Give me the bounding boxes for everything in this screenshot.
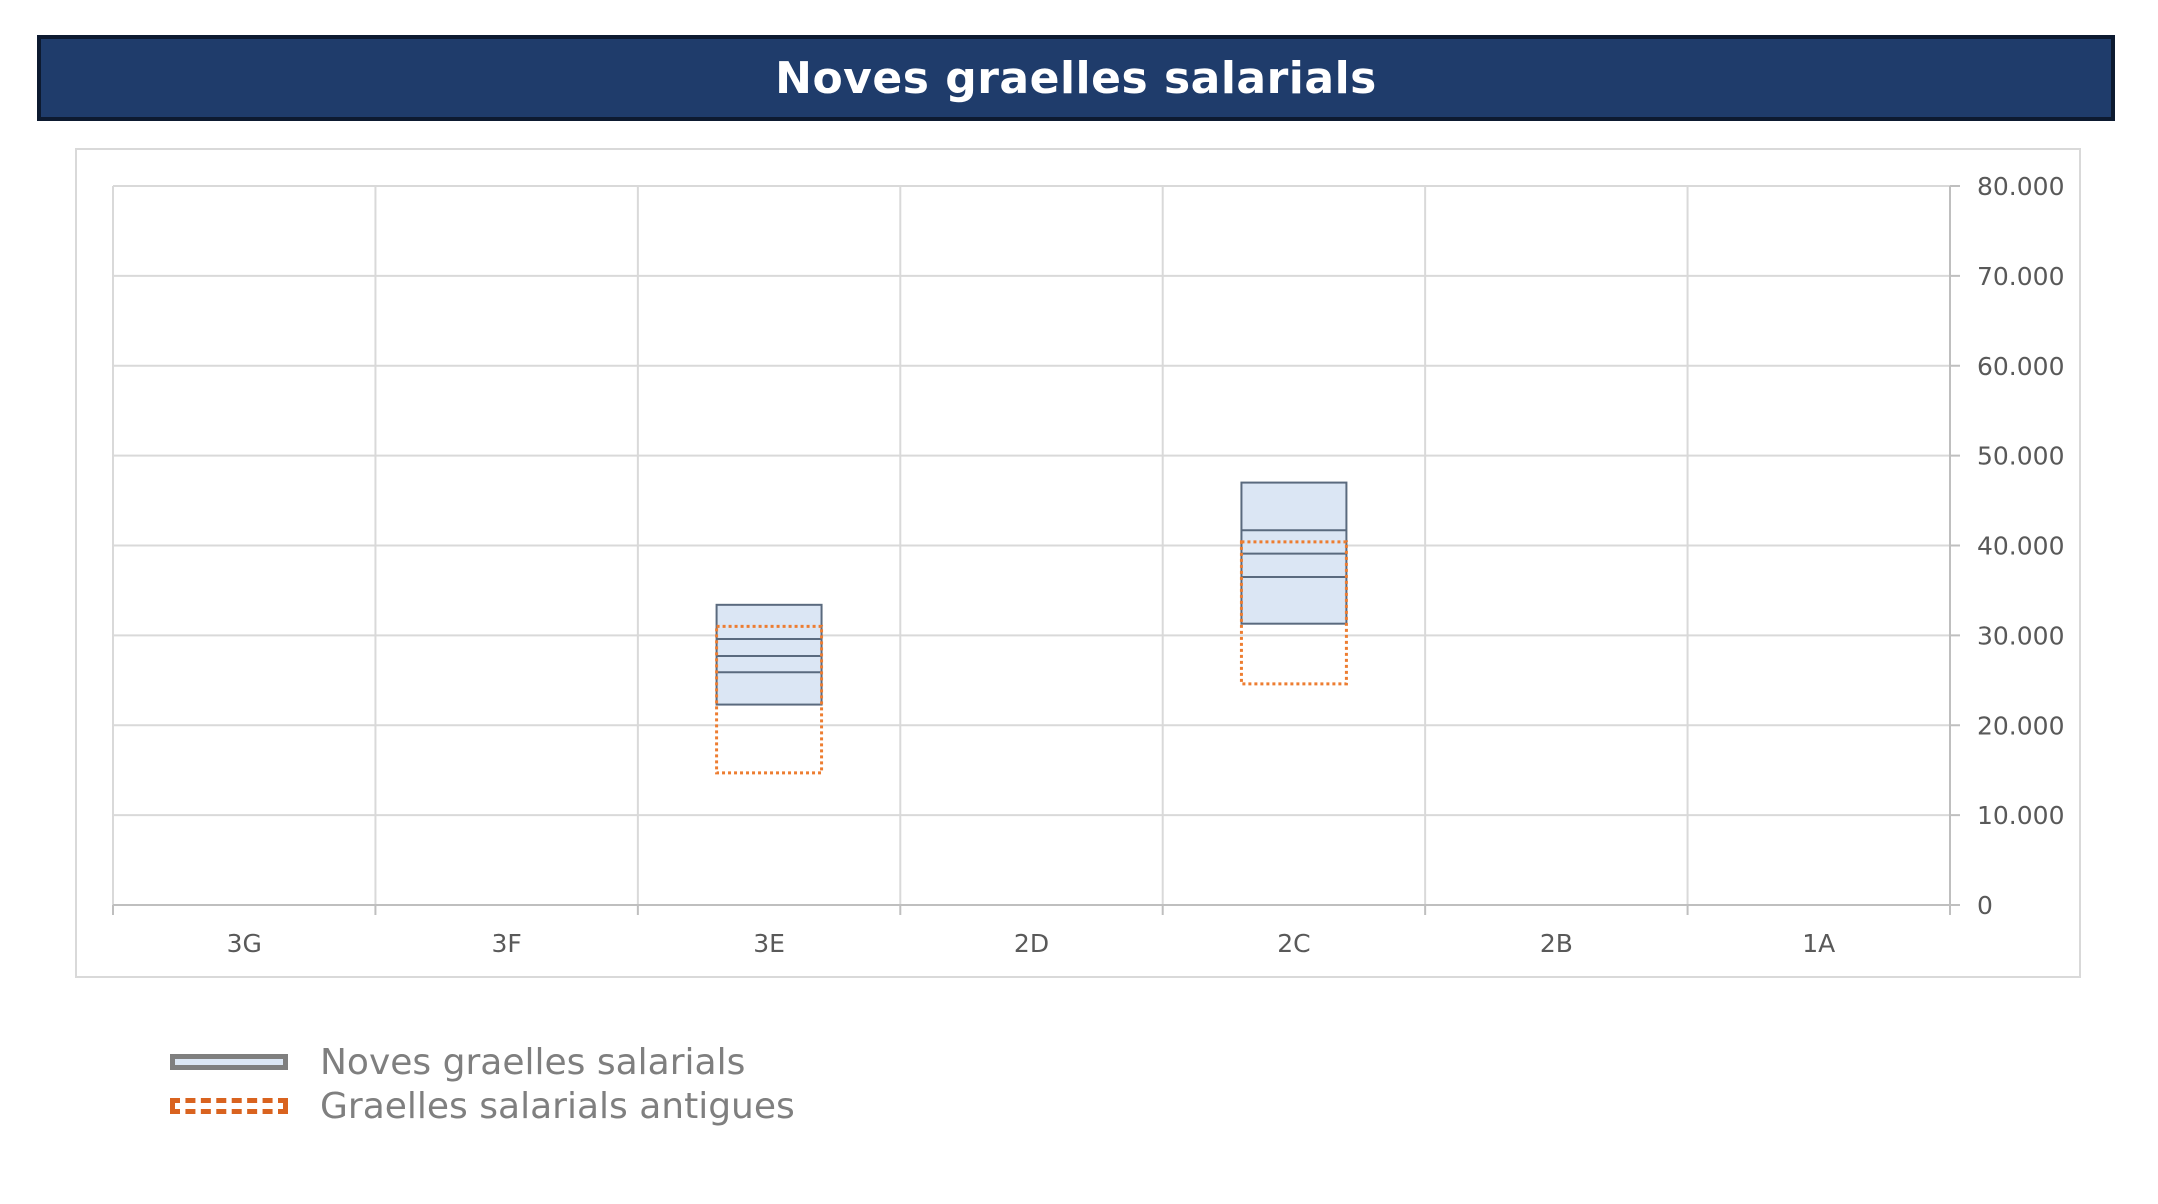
x-tick-label: 2C [1277,929,1310,958]
old-grid-bar [1239,540,1348,686]
x-tick-label: 1A [1802,929,1835,958]
y-tick-label: 50.000 [1977,442,2064,471]
new-grid-bar [715,603,823,706]
x-tick-label: 3F [491,929,521,958]
legend-swatch-new [170,1054,288,1070]
y-tick-label: 40.000 [1977,532,2064,561]
legend: Noves graelles salarials Graelles salari… [170,1040,795,1128]
y-tick-label: 0 [1977,891,1993,920]
y-tick-label: 80.000 [1977,172,2064,201]
x-tick-label: 3G [227,929,262,958]
legend-item-old: Graelles salarials antigues [170,1084,795,1128]
y-tick-label: 20.000 [1977,711,2064,740]
salary-grid-chart: 0 10.000 20.000 30.000 40.000 50.000 60.000 70.… [112,172,2064,958]
legend-swatch-old [170,1098,288,1114]
title-banner: Noves graelles salarials [37,35,2115,121]
legend-item-new: Noves graelles salarials [170,1040,795,1084]
legend-label-old: Graelles salarials antigues [320,1085,795,1127]
y-tick-label: 70.000 [1977,262,2064,291]
y-tick-label: 30.000 [1977,621,2064,650]
y-tick-label: 10.000 [1977,801,2064,830]
x-tick-label: 2D [1014,929,1049,958]
y-tick-label: 60.000 [1977,352,2064,381]
chart-area: 0 10.000 20.000 30.000 40.000 50.000 60.000 70.… [75,148,2081,978]
page-title: Noves graelles salarials [775,52,1377,104]
x-tick-label: 3E [753,929,785,958]
legend-label-new: Noves graelles salarials [320,1041,746,1083]
x-tick-label: 2B [1540,929,1573,958]
